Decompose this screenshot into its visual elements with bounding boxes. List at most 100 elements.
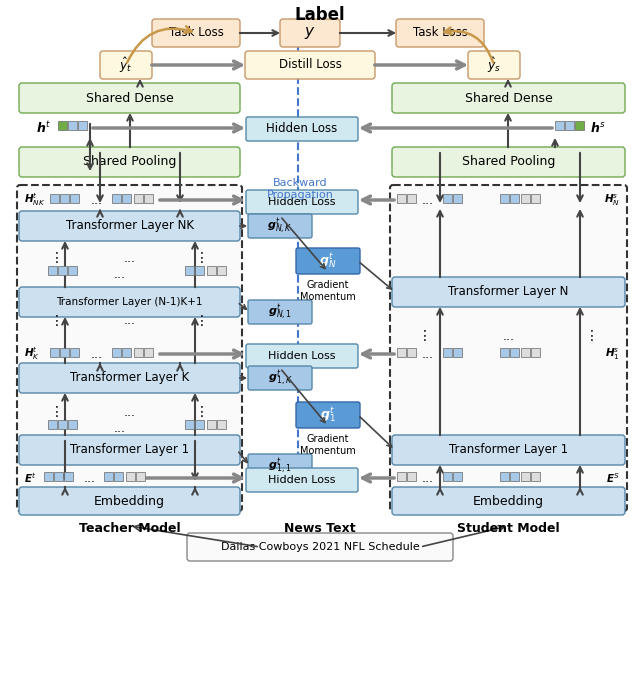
FancyBboxPatch shape — [246, 190, 358, 214]
Text: ...: ... — [422, 472, 434, 485]
Bar — [78, 121, 87, 130]
FancyBboxPatch shape — [19, 487, 240, 515]
FancyBboxPatch shape — [248, 214, 312, 238]
Bar — [134, 194, 143, 203]
Text: $\boldsymbol{h}^s$: $\boldsymbol{h}^s$ — [590, 121, 605, 135]
Text: Backward
Propagation: Backward Propagation — [267, 178, 333, 200]
Bar — [122, 348, 131, 357]
FancyBboxPatch shape — [296, 402, 360, 428]
Bar — [50, 348, 59, 357]
FancyBboxPatch shape — [390, 185, 627, 511]
Text: Transformer Layer 1: Transformer Layer 1 — [449, 443, 568, 456]
Bar — [453, 348, 462, 357]
Text: $\boldsymbol{g}^t_{N,K}$: $\boldsymbol{g}^t_{N,K}$ — [268, 216, 292, 236]
FancyBboxPatch shape — [280, 19, 340, 47]
Bar — [531, 472, 540, 481]
Text: $\boldsymbol{E}^t$: $\boldsymbol{E}^t$ — [24, 471, 36, 485]
Bar — [114, 472, 123, 481]
Bar — [510, 194, 519, 203]
Bar — [68, 420, 77, 429]
FancyBboxPatch shape — [296, 248, 360, 274]
FancyBboxPatch shape — [152, 19, 240, 47]
Bar — [195, 266, 204, 275]
Text: Transformer Layer (N-1)K+1: Transformer Layer (N-1)K+1 — [56, 297, 203, 307]
Text: Embedding: Embedding — [94, 495, 165, 508]
Bar — [60, 194, 69, 203]
Bar — [70, 348, 79, 357]
Text: ⋮: ⋮ — [195, 251, 209, 265]
FancyBboxPatch shape — [392, 487, 625, 515]
Text: Transformer Layer 1: Transformer Layer 1 — [70, 443, 189, 456]
FancyBboxPatch shape — [248, 454, 312, 478]
Bar — [531, 348, 540, 357]
Text: ...: ... — [91, 193, 103, 206]
FancyBboxPatch shape — [392, 435, 625, 465]
Text: ⋮: ⋮ — [585, 329, 599, 343]
Text: ...: ... — [124, 251, 136, 264]
Text: Hidden Loss: Hidden Loss — [268, 197, 336, 207]
Bar — [185, 420, 194, 429]
Text: ...: ... — [422, 348, 434, 361]
FancyBboxPatch shape — [19, 147, 240, 177]
Text: Distill Loss: Distill Loss — [278, 59, 341, 71]
FancyBboxPatch shape — [396, 19, 484, 47]
FancyBboxPatch shape — [19, 435, 240, 465]
Text: ⋮: ⋮ — [50, 314, 64, 328]
Bar — [407, 348, 416, 357]
FancyBboxPatch shape — [17, 185, 242, 511]
Text: News Text: News Text — [284, 522, 356, 535]
FancyBboxPatch shape — [248, 300, 312, 324]
Text: Student Model: Student Model — [457, 522, 560, 535]
Text: Gradient
Momentum: Gradient Momentum — [300, 280, 356, 301]
Text: ⋮: ⋮ — [50, 251, 64, 265]
Bar — [510, 348, 519, 357]
FancyBboxPatch shape — [392, 277, 625, 307]
Bar — [144, 348, 153, 357]
Text: ...: ... — [124, 315, 136, 328]
FancyBboxPatch shape — [246, 468, 358, 492]
Text: $\boldsymbol{H}^t_{K}$: $\boldsymbol{H}^t_{K}$ — [24, 346, 40, 363]
Bar — [70, 194, 79, 203]
Text: ...: ... — [91, 348, 103, 361]
Text: ⋮: ⋮ — [50, 405, 64, 419]
Bar — [58, 266, 67, 275]
Bar — [521, 348, 530, 357]
Text: Transformer Layer K: Transformer Layer K — [70, 371, 189, 384]
Bar — [144, 194, 153, 203]
Bar — [104, 472, 113, 481]
Bar — [112, 348, 121, 357]
Text: $\boldsymbol{H}^s_{N}$: $\boldsymbol{H}^s_{N}$ — [604, 192, 620, 208]
Bar — [575, 121, 584, 130]
Text: $\boldsymbol{E}^S$: $\boldsymbol{E}^S$ — [607, 471, 620, 485]
Text: Hidden Loss: Hidden Loss — [268, 351, 336, 361]
Bar — [58, 121, 67, 130]
Text: $\boldsymbol{H}^t_{NK}$: $\boldsymbol{H}^t_{NK}$ — [24, 191, 45, 208]
Text: $\boldsymbol{g}^t_{N}$: $\boldsymbol{g}^t_{N}$ — [319, 251, 337, 270]
FancyBboxPatch shape — [187, 533, 453, 561]
Bar — [500, 472, 509, 481]
Text: Shared Dense: Shared Dense — [465, 92, 552, 104]
Text: Shared Dense: Shared Dense — [86, 92, 173, 104]
Bar — [443, 194, 452, 203]
Text: ⋮: ⋮ — [195, 314, 209, 328]
Bar — [453, 472, 462, 481]
Bar — [397, 472, 406, 481]
Bar — [217, 420, 226, 429]
Bar — [112, 194, 121, 203]
FancyBboxPatch shape — [468, 51, 520, 79]
Bar — [48, 266, 57, 275]
Text: $\boldsymbol{g}^t_{N,1}$: $\boldsymbol{g}^t_{N,1}$ — [268, 302, 292, 322]
Bar — [134, 348, 143, 357]
Bar — [44, 472, 53, 481]
Text: ⋮: ⋮ — [195, 405, 209, 419]
Text: $\boldsymbol{g}^t_{1,K}$: $\boldsymbol{g}^t_{1,K}$ — [268, 368, 292, 388]
FancyBboxPatch shape — [19, 211, 240, 241]
Bar — [500, 194, 509, 203]
Text: Task Loss: Task Loss — [168, 26, 223, 40]
Bar — [195, 420, 204, 429]
Bar — [207, 420, 216, 429]
Bar — [453, 194, 462, 203]
Text: ...: ... — [422, 193, 434, 206]
Bar — [397, 348, 406, 357]
Text: ...: ... — [113, 268, 125, 280]
